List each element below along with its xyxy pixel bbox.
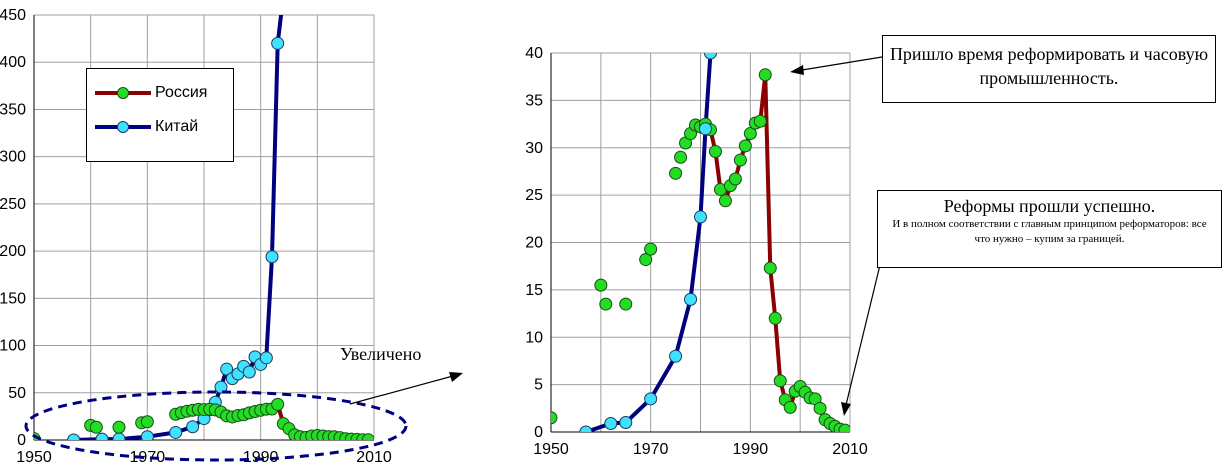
point-russia	[619, 297, 633, 311]
point-china	[112, 432, 126, 440]
point-russia	[361, 433, 374, 440]
point-russia	[89, 420, 103, 434]
x-tick-label: 1950	[16, 449, 52, 466]
y-tick-label: 50	[8, 385, 26, 402]
y-tick-label: 20	[525, 235, 543, 252]
legend-item-russia: Россия	[93, 83, 233, 103]
point-russia	[140, 415, 154, 429]
point-china	[684, 292, 698, 306]
annotation-reform-success: Реформы прошли успешно. И в полном соотв…	[877, 190, 1222, 268]
point-russia	[773, 374, 787, 388]
point-russia	[733, 153, 747, 167]
y-tick-label: 5	[534, 377, 543, 394]
zoom-label: Увеличено	[340, 344, 422, 364]
y-tick-label: 35	[525, 92, 543, 109]
point-russia	[728, 172, 742, 186]
x-tick-label: 1950	[533, 441, 569, 458]
zoomed-chart: 0 5 10 15 20 25 30 35 40 1950 1970 1990 2010	[525, 45, 868, 458]
x-tick-label: 1970	[633, 441, 669, 458]
y-tick-label: 100	[0, 338, 26, 355]
point-china	[619, 416, 633, 430]
point-china	[694, 210, 707, 224]
annotation-reform-time: Пришло время реформировать и часовую про…	[882, 35, 1216, 103]
point-russia	[599, 297, 613, 311]
point-russia	[718, 194, 732, 208]
y-tick-label: 350	[0, 101, 26, 118]
annotation2-arrowhead	[841, 402, 851, 416]
legend: Россия Китай	[86, 68, 234, 162]
y-tick-label: 10	[525, 329, 543, 346]
point-china	[703, 53, 717, 60]
legend-label-russia: Россия	[155, 84, 208, 101]
point-china	[604, 416, 618, 430]
x-tick-label: 1990	[243, 449, 279, 466]
point-russia	[813, 401, 827, 415]
legend-label-china: Китай	[155, 118, 199, 135]
y-tick-label: 40	[525, 45, 543, 62]
legend-swatch-china	[95, 121, 151, 133]
point-china	[140, 430, 154, 440]
zoom-arrow	[349, 375, 454, 405]
series-line-china	[585, 53, 713, 432]
point-china	[265, 250, 279, 264]
point-russia	[743, 127, 757, 141]
point-china	[644, 392, 658, 406]
zoom-arrowhead	[449, 372, 463, 382]
point-russia	[112, 420, 126, 434]
point-china	[214, 380, 228, 394]
x-tick-label: 2010	[832, 441, 868, 458]
point-russia	[594, 278, 608, 292]
point-china	[698, 122, 712, 136]
x-tick-label: 2010	[356, 449, 392, 466]
point-russia	[838, 423, 850, 432]
point-china	[186, 420, 200, 434]
annotation1-arrow	[801, 56, 883, 71]
point-china	[669, 349, 683, 363]
point-china	[259, 351, 273, 365]
point-russia	[271, 397, 285, 411]
y-tick-label: 250	[0, 196, 26, 213]
point-china	[277, 0, 289, 2]
point-china	[579, 425, 593, 432]
point-russia	[758, 68, 772, 82]
point-russia	[763, 261, 777, 275]
annotation-reform-success-title: Реформы прошли успешно.	[943, 196, 1156, 216]
x-tick-label: 1970	[130, 449, 166, 466]
point-china	[67, 433, 81, 440]
point-russia	[551, 411, 558, 425]
y-tick-label: 15	[525, 282, 543, 299]
point-russia	[674, 150, 688, 164]
zoom-region-ellipse	[24, 390, 408, 462]
annotation1-arrowhead	[790, 65, 804, 75]
annotation-reform-success-detail: И в полном соответствии с главным принци…	[892, 218, 1207, 245]
point-russia	[669, 166, 683, 180]
point-russia	[708, 145, 722, 159]
point-russia	[783, 400, 797, 414]
y-tick-label: 0	[17, 432, 26, 449]
point-russia	[644, 242, 658, 256]
point-russia	[738, 139, 752, 153]
point-russia	[768, 311, 782, 325]
y-tick-label: 25	[525, 187, 543, 204]
legend-item-china: Китай	[93, 117, 233, 137]
point-china	[271, 36, 285, 50]
point-russia	[753, 114, 767, 128]
y-tick-label: 300	[0, 149, 26, 166]
legend-swatch-russia	[95, 87, 151, 99]
x-tick-label: 1990	[733, 441, 769, 458]
y-tick-label: 30	[525, 140, 543, 157]
y-tick-label: 450	[0, 7, 26, 24]
point-china	[95, 432, 109, 440]
point-china	[169, 425, 183, 439]
point-china	[220, 362, 234, 376]
y-tick-label: 400	[0, 54, 26, 71]
y-tick-label: 200	[0, 243, 26, 260]
point-china	[242, 365, 256, 379]
y-tick-label: 150	[0, 290, 26, 307]
y-tick-label: 0	[534, 424, 543, 441]
point-russia	[639, 253, 653, 267]
annotation2-arrow	[845, 264, 881, 406]
